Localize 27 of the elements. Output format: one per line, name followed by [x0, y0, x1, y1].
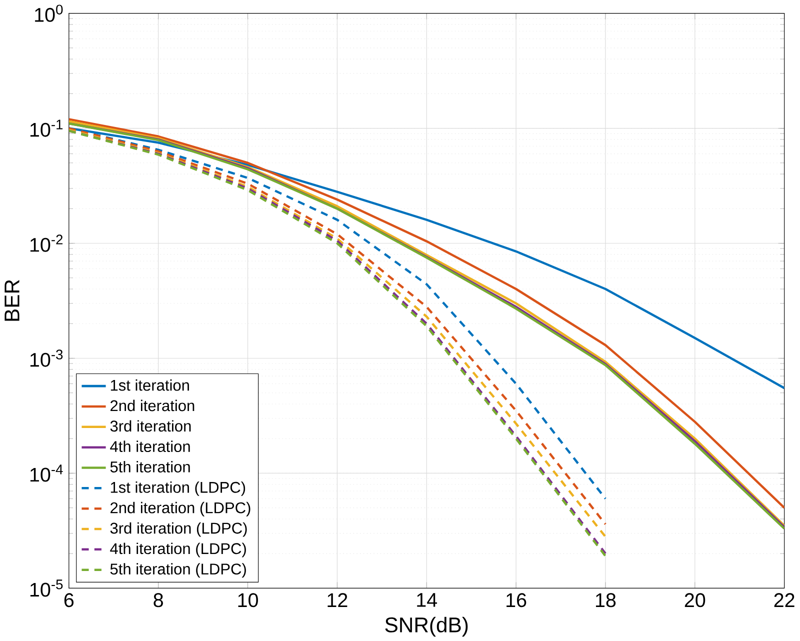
legend-label: 2nd iteration: [110, 400, 194, 412]
legend-label: 1st iteration: [110, 379, 189, 391]
y-tick-label: 10$^{-4}$: [30, 464, 63, 482]
x-tick-label: 10: [238, 593, 258, 608]
x-tick-label: 22: [774, 593, 794, 607]
y-tick-label: 10$^{0}$: [35, 4, 63, 22]
x-tick-label: 8: [154, 593, 163, 608]
y-tick-label: 10$^{-3}$: [30, 350, 63, 367]
x-tick-label: 12: [328, 593, 348, 607]
legend-label: 5th iteration: [110, 460, 190, 472]
x-tick-label: 14: [417, 593, 438, 607]
legend-label: 5th iteration (LDPC): [110, 563, 246, 578]
y-tick-label: 10$^{-2}$: [30, 234, 63, 252]
x-tick-label: 6: [64, 593, 74, 608]
x-tick-label: 16: [506, 593, 526, 608]
legend-label: 2nd iteration (LDPC): [110, 502, 250, 516]
y-tick-label: 10$^{-1}$: [30, 120, 63, 137]
legend-label: 3rd iteration: [110, 420, 191, 432]
y-axis-title: BER: [4, 280, 20, 321]
legend-label: 4th iteration (LDPC): [110, 542, 246, 558]
x-axis-title: SNR(dB): [385, 616, 468, 636]
x-tick-label: 18: [596, 593, 616, 608]
legend-label: 3rd iteration (LDPC): [110, 522, 247, 537]
y-tick-label: 10$^{-5}$: [30, 580, 63, 597]
legend-label: 1st iteration (LDPC): [110, 481, 246, 496]
x-tick-label: 20: [684, 593, 706, 608]
legend-label: 4th iteration: [110, 440, 190, 452]
